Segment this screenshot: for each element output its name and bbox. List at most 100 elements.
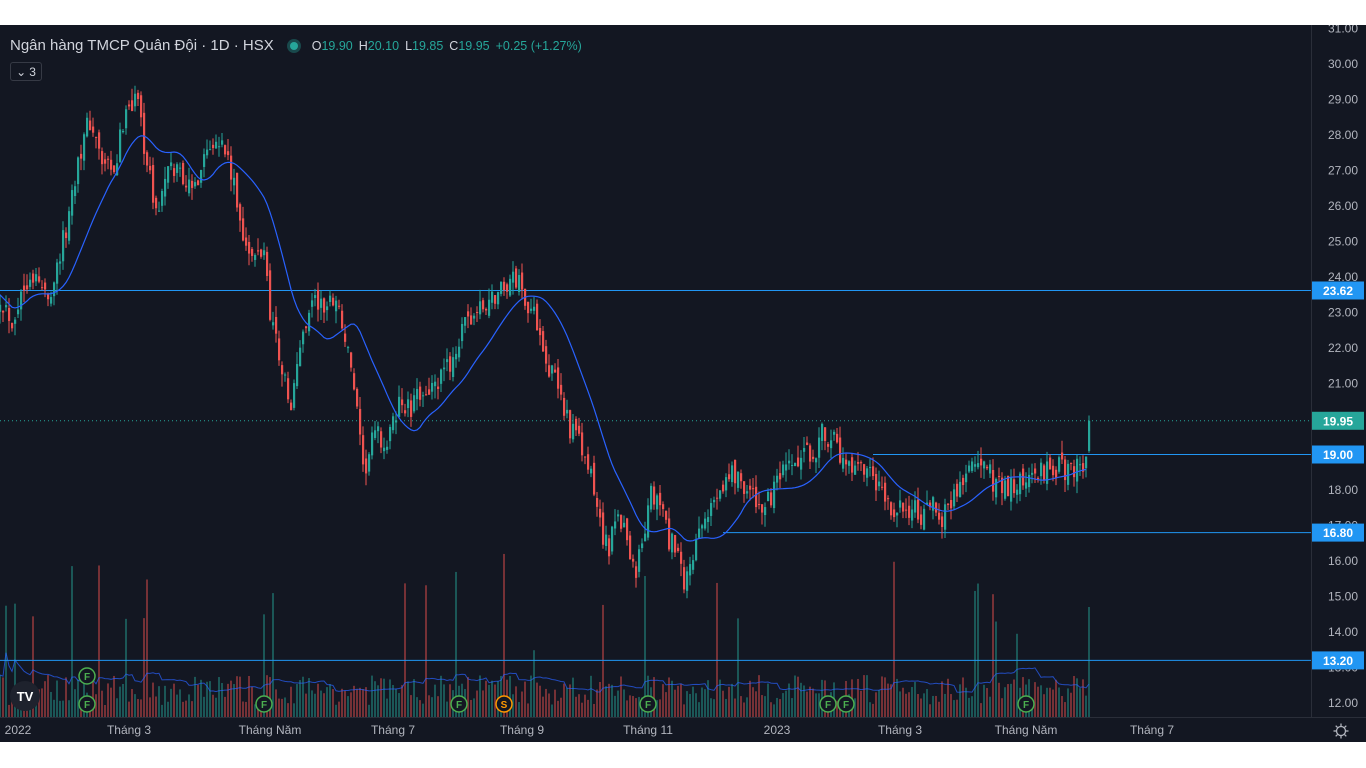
candle-body	[314, 295, 317, 299]
candle-body	[173, 168, 176, 176]
candle	[470, 307, 473, 325]
candle-body	[74, 186, 77, 197]
volume-bar	[1004, 687, 1006, 717]
volume-bar	[275, 689, 277, 717]
volume-bar	[101, 690, 103, 717]
candle	[770, 488, 773, 508]
candle	[830, 429, 833, 459]
candle-body	[608, 538, 611, 557]
candle	[578, 417, 581, 437]
candle	[305, 325, 308, 334]
candle-body	[842, 457, 845, 469]
candle-body	[674, 535, 677, 553]
candle	[14, 316, 17, 336]
volume-bar	[389, 679, 391, 717]
volume-bar	[884, 677, 886, 717]
candle-body	[14, 319, 17, 324]
time-tick-label: Tháng 7	[1130, 723, 1174, 737]
candle	[674, 534, 677, 557]
candle	[656, 493, 659, 521]
candle	[149, 156, 152, 175]
candle	[278, 330, 281, 366]
gear-icon[interactable]	[1333, 723, 1349, 739]
candle-body	[1055, 469, 1058, 478]
candlestick-chart[interactable]: 12.0013.0014.0015.0016.0017.0018.0019.00…	[0, 25, 1366, 742]
candle	[185, 175, 188, 192]
volume-bar	[1013, 679, 1015, 717]
candle	[839, 426, 842, 465]
event-circle	[819, 695, 837, 713]
candle	[11, 322, 14, 332]
volume-bar	[245, 701, 247, 717]
volume-bar	[998, 682, 1000, 717]
candle-body	[113, 165, 116, 173]
volume-bar	[866, 675, 868, 717]
candle-body	[788, 460, 791, 464]
candle	[275, 306, 278, 343]
chart-canvas[interactable]: 12.0013.0014.0015.0016.0017.0018.0019.00…	[0, 25, 1366, 742]
candle	[659, 484, 662, 516]
volume-bar	[581, 702, 583, 717]
candle-body	[875, 473, 878, 491]
volume-bar	[545, 688, 547, 717]
candle-body	[572, 423, 575, 440]
volume-bar	[941, 681, 943, 717]
candle	[989, 459, 992, 479]
volume-bar	[80, 703, 82, 717]
volume-bar	[131, 689, 133, 717]
volume-bar	[398, 693, 400, 717]
candle	[638, 544, 641, 578]
last-price-badge	[1312, 411, 1364, 430]
candle-body	[956, 483, 959, 497]
candle-body	[482, 300, 485, 310]
candle-body	[851, 457, 854, 473]
volume-bar	[788, 683, 790, 717]
price-tick-label: 23.00	[1328, 306, 1358, 320]
candle-body	[293, 383, 296, 408]
candle-body	[392, 416, 395, 431]
volume-bar	[734, 698, 736, 717]
volume-bar	[683, 704, 685, 717]
volume-bar	[140, 699, 142, 717]
volume-bar	[911, 687, 913, 717]
candle-body	[344, 333, 347, 342]
candle-body	[590, 468, 593, 474]
volume-bar	[32, 616, 34, 717]
candle-body	[662, 504, 665, 510]
candle	[245, 227, 248, 251]
price-tick-label: 26.00	[1328, 199, 1358, 213]
volume-bar	[770, 702, 772, 717]
volume-bar	[74, 689, 76, 717]
candle-body	[554, 369, 557, 373]
candle-body	[959, 481, 962, 498]
volume-bar	[191, 701, 193, 717]
volume-bar	[1046, 687, 1048, 717]
candle-body	[41, 287, 44, 289]
candle	[401, 388, 404, 414]
tradingview-logo-icon[interactable]: TV	[10, 681, 40, 711]
price-tick-label: 21.00	[1328, 377, 1358, 391]
candle	[857, 452, 860, 471]
candle-body	[419, 386, 422, 400]
volume-bar	[170, 688, 172, 717]
candle	[59, 253, 62, 275]
candle	[899, 489, 902, 513]
candle	[1052, 459, 1055, 482]
volume-bar	[1076, 678, 1078, 717]
candle-body	[917, 499, 920, 520]
candle-body	[677, 547, 680, 552]
candle-body	[803, 448, 806, 452]
candle-body	[749, 485, 752, 490]
candle	[536, 299, 539, 331]
candle	[488, 288, 491, 319]
event-label: F	[843, 700, 849, 711]
candle-body	[203, 154, 206, 167]
volume-bar	[158, 686, 160, 717]
candle	[374, 421, 377, 441]
volume-bar	[122, 683, 124, 717]
symbol-title[interactable]: Ngân hàng TMCP Quân Đội · 1D · HSX	[10, 37, 274, 54]
candle	[509, 274, 512, 298]
volume-bar	[695, 693, 697, 717]
indicators-toggle-button[interactable]: ⌄ 3	[10, 62, 42, 81]
volume-bar	[344, 690, 346, 717]
